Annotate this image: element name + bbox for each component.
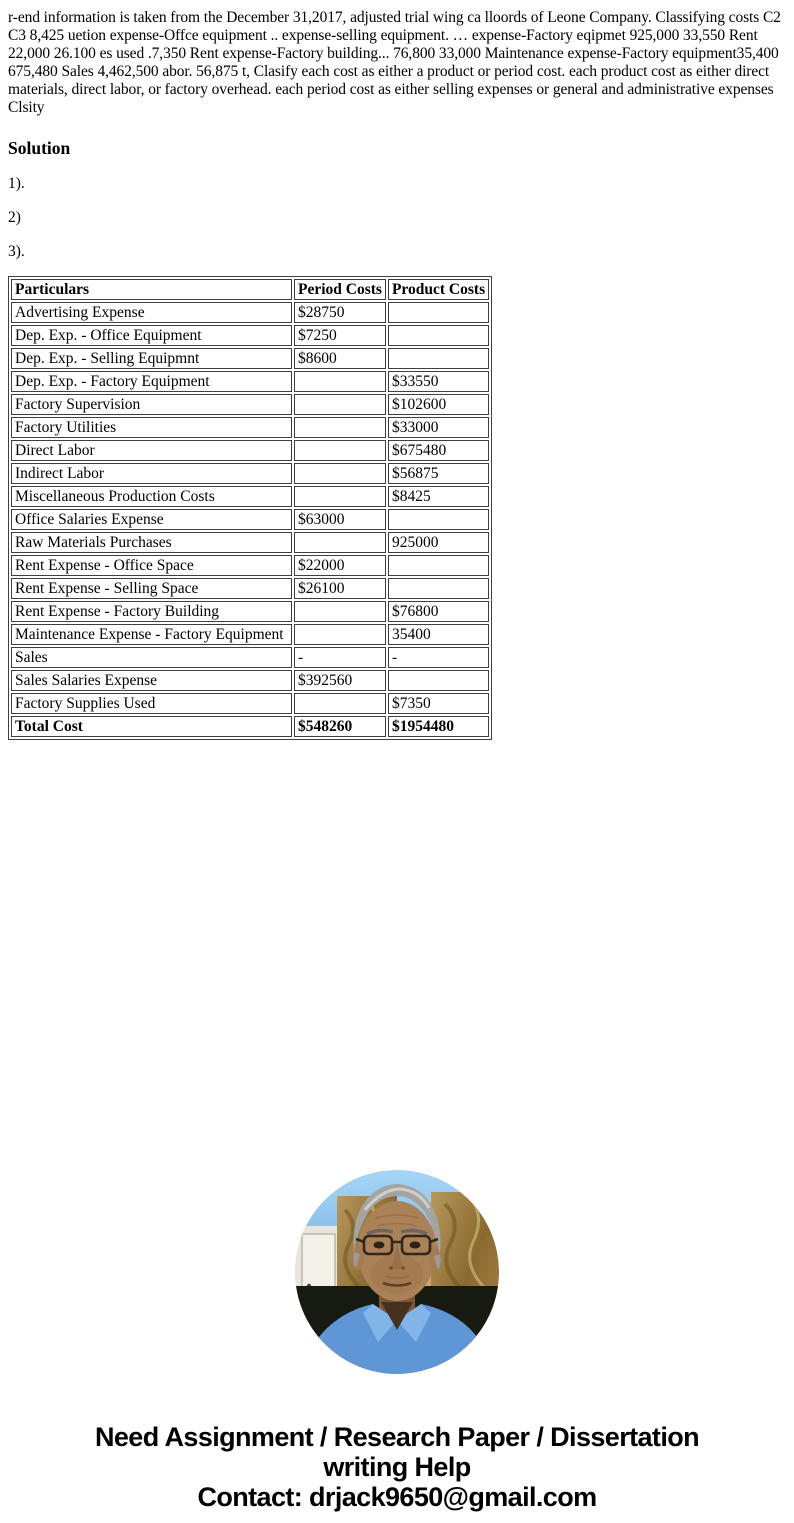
particulars-cell: Advertising Expense (11, 302, 292, 323)
period-cost-cell (294, 486, 386, 507)
problem-statement: r-end information is taken from the Dece… (8, 9, 781, 116)
table-row: Rent Expense - Office Space $22000 (11, 555, 490, 576)
table-row: Sales Salaries Expense $392560 (11, 670, 490, 691)
particulars-cell: Total Cost (11, 716, 292, 737)
footer-line-1: Need Assignment / Research Paper / Disse… (94, 1422, 700, 1452)
particulars-cell: Indirect Labor (11, 463, 292, 484)
period-cost-cell (294, 394, 386, 415)
header-particulars: Particulars (11, 279, 292, 300)
product-cost-cell: $33550 (387, 371, 490, 392)
table-row: Dep. Exp. - Office Equipment $7250 (11, 325, 490, 346)
particulars-cell: Factory Supervision (11, 394, 292, 415)
particulars-cell: Sales (11, 647, 292, 668)
period-cost-cell: $28750 (294, 302, 386, 323)
table-row: Indirect Labor $56875 (11, 463, 490, 484)
solution-item-1: 1). (8, 175, 25, 192)
period-cost-cell: $63000 (294, 509, 386, 530)
table-row: Factory Supplies Used $7350 (11, 693, 490, 714)
product-cost-cell: $33000 (387, 417, 490, 438)
period-cost-cell (294, 371, 386, 392)
table-row: Rent Expense - Factory Building $76800 (11, 601, 490, 622)
product-cost-cell: $8425 (387, 486, 490, 507)
tutor-photo (295, 1170, 499, 1374)
particulars-cell: Rent Expense - Factory Building (11, 601, 292, 622)
particulars-cell: Dep. Exp. - Selling Equipmnt (11, 348, 292, 369)
table-row: Miscellaneous Production Costs $8425 (11, 486, 490, 507)
table-row: Raw Materials Purchases 925000 (11, 532, 490, 553)
product-cost-cell: $675480 (387, 440, 490, 461)
footer-contact-email: Contact: drjack9650@gmail.com (197, 1482, 597, 1512)
table-row: Total Cost $548260 $1954480 (11, 716, 490, 737)
product-cost-cell: - (387, 647, 490, 668)
table-row: Dep. Exp. - Factory Equipment $33550 (11, 371, 490, 392)
period-cost-cell (294, 693, 386, 714)
cost-classification-table: Particulars Period Costs Product Costs A… (8, 276, 493, 740)
table-row: Factory Utilities $33000 (11, 417, 490, 438)
particulars-cell: Maintenance Expense - Factory Equipment (11, 624, 292, 645)
table-row: Rent Expense - Selling Space $26100 (11, 578, 490, 599)
footer-banner: Need Assignment / Research Paper / Disse… (8, 1422, 786, 1512)
period-cost-cell: $22000 (294, 555, 386, 576)
table-row: Office Salaries Expense $63000 (11, 509, 490, 530)
table-row: Factory Supervision $102600 (11, 394, 490, 415)
period-cost-cell: $392560 (294, 670, 386, 691)
product-cost-cell: $76800 (387, 601, 490, 622)
particulars-cell: Rent Expense - Office Space (11, 555, 292, 576)
header-period-costs: Period Costs (294, 279, 386, 300)
particulars-cell: Factory Utilities (11, 417, 292, 438)
product-cost-cell (387, 670, 490, 691)
period-cost-cell: $7250 (294, 325, 386, 346)
particulars-cell: Rent Expense - Selling Space (11, 578, 292, 599)
particulars-cell: Direct Labor (11, 440, 292, 461)
product-cost-cell (387, 325, 490, 346)
table-header-row: Particulars Period Costs Product Costs (11, 279, 490, 300)
particulars-cell: Raw Materials Purchases (11, 532, 292, 553)
period-cost-cell: - (294, 647, 386, 668)
particulars-cell: Dep. Exp. - Factory Equipment (11, 371, 292, 392)
period-cost-cell (294, 532, 386, 553)
product-cost-cell: 35400 (387, 624, 490, 645)
period-cost-cell (294, 417, 386, 438)
tutor-photo-image (295, 1170, 499, 1374)
product-cost-cell (387, 348, 490, 369)
footer-line-2: writing Help (323, 1452, 471, 1482)
product-cost-cell (387, 555, 490, 576)
particulars-cell: Factory Supplies Used (11, 693, 292, 714)
product-cost-cell: $7350 (387, 693, 490, 714)
cost-table-body: Advertising Expense $28750 Dep. Exp. - Off… (11, 302, 490, 737)
header-product-costs: Product Costs (387, 279, 490, 300)
period-cost-cell (294, 440, 386, 461)
table-row: Direct Labor $675480 (11, 440, 490, 461)
particulars-cell: Dep. Exp. - Office Equipment (11, 325, 292, 346)
particulars-cell: Office Salaries Expense (11, 509, 292, 530)
product-cost-cell: $56875 (387, 463, 490, 484)
product-cost-cell: $102600 (387, 394, 490, 415)
table-row: Dep. Exp. - Selling Equipmnt $8600 (11, 348, 490, 369)
table-row: Advertising Expense $28750 (11, 302, 490, 323)
solution-item-3: 3). (8, 243, 25, 260)
product-cost-cell (387, 578, 490, 599)
period-cost-cell (294, 601, 386, 622)
particulars-cell: Miscellaneous Production Costs (11, 486, 292, 507)
period-cost-cell (294, 463, 386, 484)
table-row: Sales - - (11, 647, 490, 668)
solution-heading: Solution (8, 138, 71, 158)
period-cost-cell: $26100 (294, 578, 386, 599)
product-cost-cell (387, 509, 490, 530)
product-cost-cell: $1954480 (387, 716, 490, 737)
solution-item-2: 2) (8, 209, 21, 226)
period-cost-cell: $548260 (294, 716, 386, 737)
product-cost-cell: 925000 (387, 532, 490, 553)
period-cost-cell (294, 624, 386, 645)
product-cost-cell (387, 302, 490, 323)
period-cost-cell: $8600 (294, 348, 386, 369)
table-row: Maintenance Expense - Factory Equipment 3… (11, 624, 490, 645)
particulars-cell: Sales Salaries Expense (11, 670, 292, 691)
